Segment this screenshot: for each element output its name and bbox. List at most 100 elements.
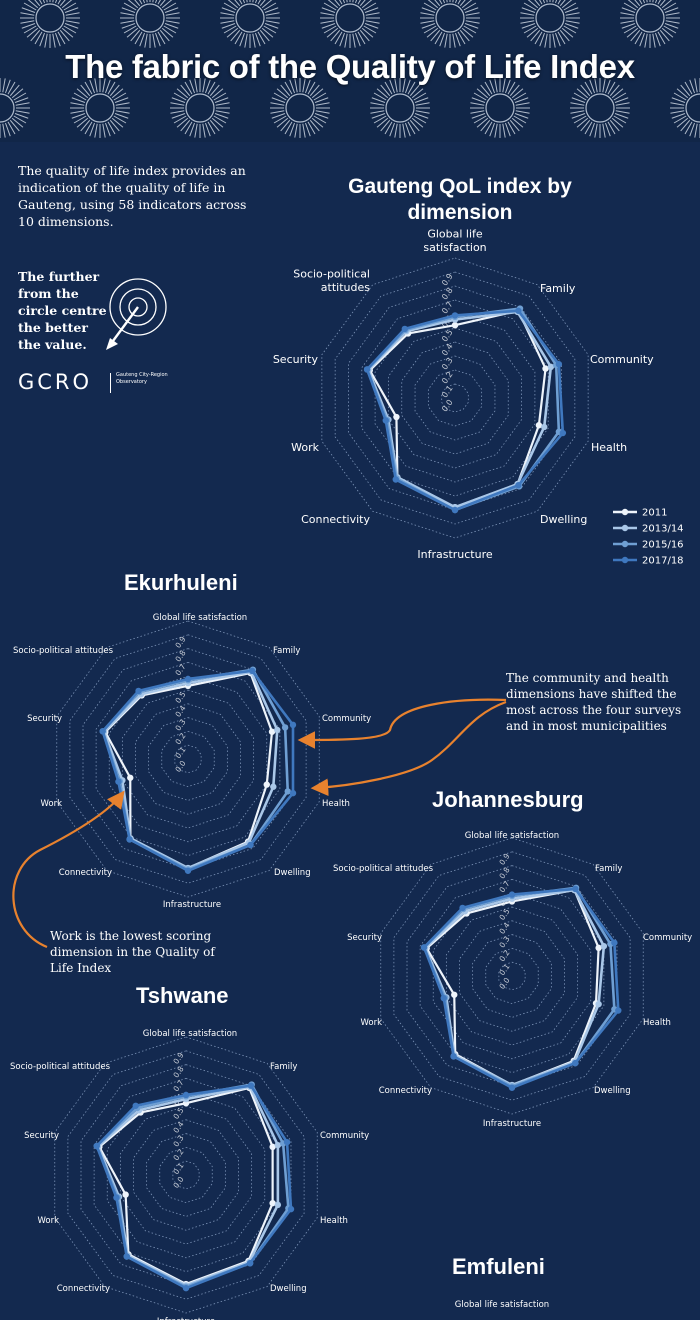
tick-label: 0.3	[440, 356, 455, 372]
grid-ring	[388, 327, 522, 469]
axis-label: Work	[360, 1018, 382, 1028]
data-point	[289, 789, 297, 797]
tick-label: 0.2	[497, 948, 511, 963]
community-health-annotation: The community and health dimensions have…	[506, 671, 682, 733]
tick-label: 0.1	[173, 745, 187, 760]
axis-label: Socio-political attitudes	[13, 646, 114, 656]
data-point	[274, 1141, 282, 1149]
sunburst-icon	[370, 78, 430, 138]
tick-label: 0.1	[171, 1161, 185, 1176]
sunburst-icon	[520, 0, 580, 48]
tick-label: 0.0	[440, 398, 455, 414]
tick-label: 0.9	[440, 272, 455, 288]
data-point	[127, 774, 134, 781]
axis-label: Global life satisfaction	[143, 1029, 237, 1039]
sunburst-pattern	[0, 0, 700, 138]
tick-label: 0.5	[171, 1106, 185, 1121]
tick-label: 0.2	[173, 731, 187, 746]
axis-label: Global life satisfaction	[455, 1300, 549, 1310]
header-banner	[0, 0, 700, 142]
grid-ring	[374, 313, 536, 483]
legend-label: 2011	[642, 508, 667, 519]
tick-label: 0.3	[497, 934, 511, 949]
grid-ring	[485, 947, 539, 1005]
grid-ring	[401, 341, 509, 455]
grid-ring	[334, 271, 576, 525]
data-point	[420, 944, 428, 951]
data-point	[115, 778, 122, 785]
axis-label: Security	[347, 933, 382, 943]
data-point	[440, 994, 447, 1002]
sunburst-icon	[20, 0, 80, 48]
grid-ring	[106, 1091, 266, 1259]
data-point	[287, 1205, 295, 1213]
axis-label: Connectivity	[59, 868, 112, 878]
grid-ring	[432, 892, 592, 1060]
tick-label: 0.8	[497, 865, 511, 880]
data-point	[182, 1091, 190, 1099]
data-point	[542, 365, 549, 372]
data-point	[281, 724, 289, 731]
data-point	[459, 904, 466, 912]
gauteng-chart-title: Gauteng QoL index by dimension	[348, 175, 572, 224]
grid-ring	[427, 369, 483, 427]
axis-label: Dwelling	[270, 1284, 307, 1294]
tick-label: 0.8	[440, 286, 455, 302]
tick-label: 0.7	[497, 879, 511, 894]
grid-ring	[121, 689, 255, 829]
data-point	[122, 1191, 129, 1198]
data-point	[248, 667, 256, 675]
legend: 2011 2013/14 2015/16 2017/18	[613, 508, 684, 567]
axis-label: Work	[37, 1216, 59, 1226]
page-title: The fabric of the Quality of Life Index	[65, 48, 635, 85]
sunburst-icon	[70, 78, 130, 138]
grid-ring	[498, 961, 526, 991]
axis-label: Security	[27, 714, 62, 724]
axis-label: Infrastructure	[483, 1119, 541, 1129]
data-point	[451, 322, 459, 329]
axis-label: Global life satisfaction	[153, 613, 247, 623]
data-point	[451, 312, 459, 319]
johannesburg-chart-title: Johannesburg	[432, 787, 584, 812]
grid-ring	[108, 675, 268, 843]
data-point	[450, 1053, 457, 1060]
axis-label: Socio-political attitudes	[293, 267, 370, 294]
grid-ring	[69, 634, 307, 884]
annotation-arrow	[297, 698, 507, 749]
sunburst-icon	[220, 0, 280, 48]
data-point	[382, 417, 389, 424]
data-point	[451, 991, 458, 998]
axis-label: Security	[24, 1131, 59, 1141]
sunburst-icon	[670, 78, 700, 138]
axis-label: Community	[322, 714, 371, 724]
further-note: The further from the circle centre the b…	[18, 269, 107, 352]
grid-ring	[419, 878, 605, 1074]
grid-ring	[159, 1146, 213, 1204]
data-point	[572, 885, 579, 893]
data-point	[535, 422, 543, 429]
axis-label: Family	[595, 864, 622, 874]
tick-label: 0.3	[171, 1133, 185, 1148]
annotation-arrow	[310, 700, 507, 797]
data-point	[595, 944, 602, 952]
axis-label: Work	[40, 799, 62, 809]
data-point	[269, 1199, 276, 1207]
grid-ring	[161, 730, 215, 788]
tick-label: 0.5	[440, 328, 455, 344]
data-point	[182, 1284, 190, 1292]
intro-text: The quality of life index provides an in…	[18, 163, 247, 229]
grid-ring	[135, 703, 241, 815]
tick-label: 0.7	[440, 300, 455, 316]
axis-label: Work	[291, 441, 319, 454]
legend-label: 2013/14	[642, 524, 684, 535]
data-point	[123, 1253, 130, 1260]
data-point	[184, 867, 192, 874]
tick-label: 0.9	[171, 1051, 185, 1066]
data-point	[595, 1000, 602, 1008]
data-point	[363, 366, 371, 373]
data-point	[263, 781, 270, 788]
sunburst-icon	[470, 78, 530, 138]
grid-ring	[414, 355, 496, 441]
